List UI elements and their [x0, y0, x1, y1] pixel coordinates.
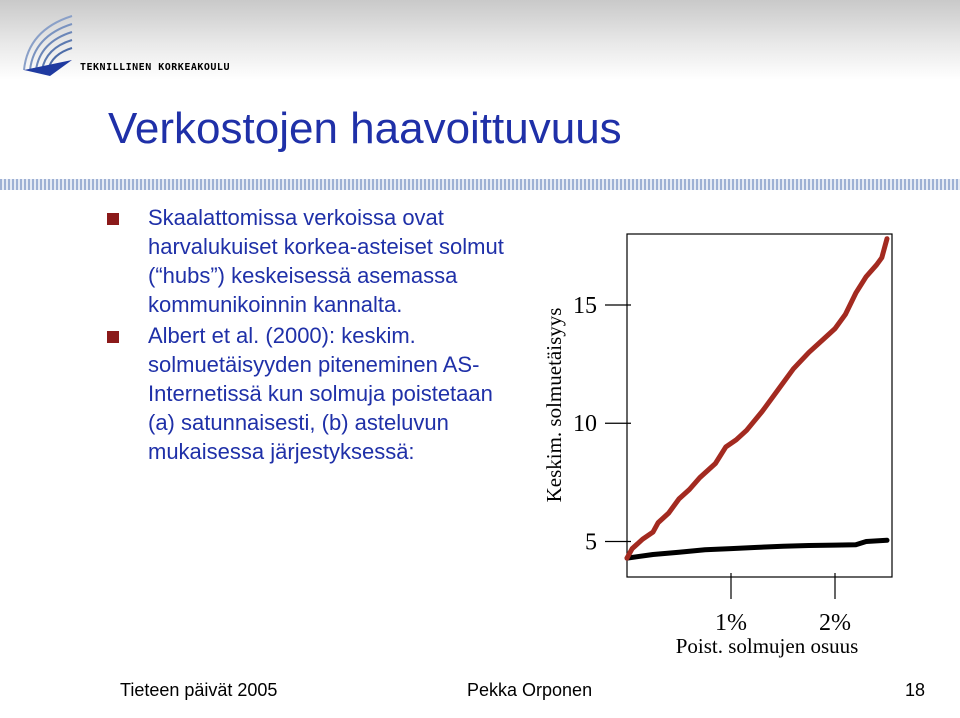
y-ticks: 5 10 15: [573, 293, 631, 556]
bullet-item: Albert et al. (2000): keskim. solmuetäis…: [104, 321, 514, 466]
title-divider: [0, 179, 960, 190]
plot-frame: [626, 233, 893, 578]
university-logo-icon: [23, 15, 73, 76]
bullet-marker: [107, 213, 119, 225]
bullet-text: Albert et al. (2000): keskim. solmuetäis…: [148, 323, 493, 464]
bullet-text: Skaalattomissa verkoissa ovat harvalukui…: [148, 205, 504, 317]
x-axis-label: Poist. solmujen osuus: [676, 634, 859, 658]
y-tick-label: 5: [585, 530, 597, 556]
header-band: [0, 0, 960, 80]
x-tick-label: 2%: [819, 610, 851, 636]
page-number: 18: [905, 680, 926, 700]
slide-title: Verkostojen haavoittuvuus: [108, 104, 622, 153]
y-axis-label: Keskim. solmuetäisyys: [542, 308, 566, 503]
footer-author: Pekka Orponen: [467, 680, 593, 700]
y-tick-label: 10: [573, 411, 597, 437]
x-ticks: 1% 2%: [715, 573, 851, 636]
series-lines: [624, 236, 890, 561]
bullet-list: Skaalattomissa verkoissa ovat harvalukui…: [104, 203, 514, 466]
y-tick-label: 15: [573, 293, 597, 319]
path-length-chart: Keskim. solmuetäisyys Poist. solmujen os…: [542, 233, 893, 658]
series-line-1: [624, 537, 890, 561]
x-tick-label: 1%: [715, 610, 747, 636]
bullet-item: Skaalattomissa verkoissa ovat harvalukui…: [104, 203, 514, 319]
series-line-2: [624, 236, 890, 561]
organization-name: TEKNILLINEN KORKEAKOULU: [80, 62, 230, 73]
bullet-marker: [107, 331, 119, 343]
footer-event: Tieteen päivät 2005: [120, 680, 278, 700]
